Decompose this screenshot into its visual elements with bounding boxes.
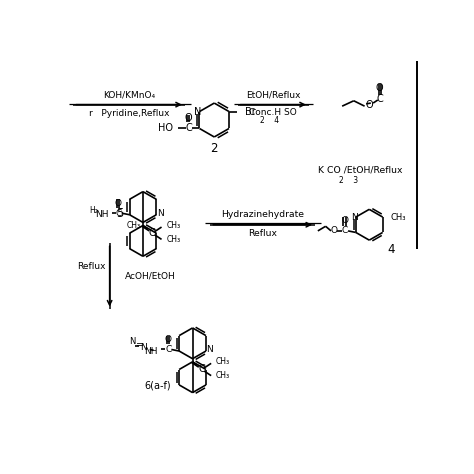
Text: CH₃: CH₃ (216, 371, 230, 380)
Text: 2    4: 2 4 (260, 116, 279, 125)
Text: CH₃: CH₃ (166, 235, 180, 244)
Text: N: N (128, 337, 135, 346)
Text: C: C (165, 345, 172, 354)
Text: =: = (137, 340, 145, 350)
Text: AcOH/EtOH: AcOH/EtOH (125, 272, 176, 281)
Text: Reflux: Reflux (248, 229, 278, 238)
Text: O: O (365, 100, 373, 109)
Text: O: O (114, 199, 121, 208)
Text: Br: Br (245, 107, 255, 117)
Text: 6(a-f): 6(a-f) (145, 381, 171, 391)
Text: KOH/KMnO₄: KOH/KMnO₄ (103, 91, 155, 100)
Text: Conc.H SO: Conc.H SO (249, 108, 297, 117)
Text: N: N (207, 345, 213, 354)
Text: O: O (331, 227, 337, 236)
Text: Reflux: Reflux (77, 262, 106, 271)
Text: CH₃: CH₃ (127, 221, 141, 230)
Text: CH₃: CH₃ (166, 221, 180, 230)
Text: CH₃: CH₃ (216, 357, 230, 366)
Text: Hydrazinehydrate: Hydrazinehydrate (221, 210, 305, 219)
Text: r   Pyridine,Reflux: r Pyridine,Reflux (89, 109, 169, 118)
Text: NH: NH (144, 346, 157, 356)
Text: C: C (149, 228, 155, 238)
Text: K CO /EtOH/Reflux: K CO /EtOH/Reflux (318, 165, 402, 174)
Text: C: C (199, 365, 205, 374)
Text: O: O (375, 82, 383, 93)
Text: 2    3: 2 3 (339, 175, 358, 184)
Text: N: N (140, 344, 146, 353)
Text: 5: 5 (116, 207, 123, 219)
Text: O: O (185, 113, 192, 124)
Text: C: C (116, 209, 122, 218)
Text: NH: NH (95, 210, 109, 219)
Text: C: C (342, 227, 348, 236)
Text: N: N (194, 107, 201, 118)
Text: O: O (164, 335, 171, 344)
Text: N: N (157, 209, 164, 218)
Text: HO: HO (158, 124, 173, 134)
Text: CH₃: CH₃ (391, 213, 406, 222)
Text: 4: 4 (387, 243, 395, 256)
Text: N: N (351, 213, 358, 222)
Text: 2: 2 (210, 142, 218, 155)
Text: H₂: H₂ (90, 206, 99, 215)
Text: C: C (377, 94, 383, 104)
Text: EtOH/Reflux: EtOH/Reflux (246, 91, 301, 100)
Text: C: C (185, 124, 192, 134)
Text: O: O (341, 217, 348, 226)
